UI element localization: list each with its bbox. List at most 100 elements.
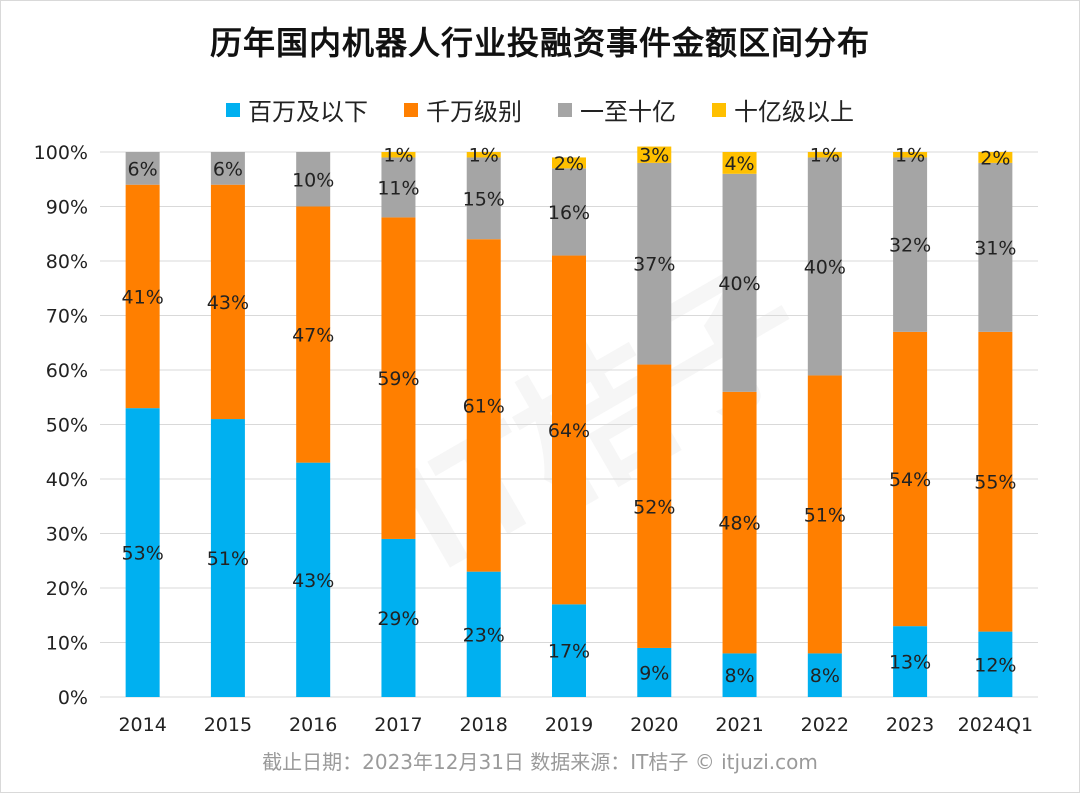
data-label: 47% xyxy=(292,325,334,347)
x-tick-label: 2023 xyxy=(886,714,934,736)
bar-segment xyxy=(978,631,1013,697)
bar-segment xyxy=(552,168,586,256)
bar-segment xyxy=(381,217,416,539)
x-tick-label: 2015 xyxy=(204,714,252,736)
y-tick-label: 70% xyxy=(46,306,88,328)
data-label: 10% xyxy=(292,169,334,191)
bar-segment xyxy=(125,152,160,185)
legend-swatch-1 xyxy=(226,102,240,117)
bar-segment xyxy=(125,184,160,409)
y-tick-label: 60% xyxy=(46,360,88,382)
data-label: 48% xyxy=(718,513,760,535)
bar-segment xyxy=(552,157,586,169)
x-tick-label: 2021 xyxy=(715,714,763,736)
bar-segment xyxy=(552,255,586,605)
data-label: 15% xyxy=(463,188,505,210)
legend-label-1: 百万及以下 xyxy=(248,98,368,126)
bar-segment xyxy=(722,173,757,392)
data-label: 9% xyxy=(639,662,669,684)
data-label: 59% xyxy=(377,368,419,390)
bar-segment xyxy=(978,331,1013,632)
data-label: 55% xyxy=(974,472,1016,494)
x-tick-label: 2016 xyxy=(289,714,337,736)
bar-segment xyxy=(637,647,672,697)
data-label: 2% xyxy=(554,153,584,175)
legend-swatch-2 xyxy=(404,102,418,117)
data-label: 13% xyxy=(889,652,931,674)
data-label: 31% xyxy=(974,237,1016,259)
legend-item-3: 一至十亿 xyxy=(558,92,676,127)
bar-segment xyxy=(466,571,501,697)
data-label: 4% xyxy=(724,153,754,175)
legend-item-2: 千万级别 xyxy=(404,92,522,127)
data-label: 23% xyxy=(463,624,505,646)
data-label: 32% xyxy=(889,235,931,257)
data-label: 6% xyxy=(213,158,243,180)
bar-segment xyxy=(807,152,842,158)
bar-segment xyxy=(381,157,416,218)
data-label: 53% xyxy=(122,543,164,565)
y-tick-label: 80% xyxy=(46,251,88,273)
bar-segment xyxy=(807,375,842,654)
legend-label-4: 十亿级以上 xyxy=(734,98,854,126)
y-tick-label: 40% xyxy=(46,469,88,491)
bar-segment xyxy=(637,364,672,648)
data-label: 8% xyxy=(810,665,840,687)
bar-segment xyxy=(978,152,1013,163)
bar-segment xyxy=(296,462,331,697)
y-tick-label: 30% xyxy=(46,524,88,546)
legend-item-1: 百万及以下 xyxy=(226,92,368,127)
data-label: 43% xyxy=(292,570,334,592)
x-tick-label: 2022 xyxy=(801,714,849,736)
bar-segment xyxy=(722,152,757,174)
bar-segment xyxy=(893,152,928,158)
y-tick-label: 90% xyxy=(46,197,88,219)
bar-segment xyxy=(807,653,842,697)
data-label: 1% xyxy=(469,145,499,167)
bar-segment xyxy=(210,184,245,420)
data-label: 16% xyxy=(548,202,590,224)
y-tick-label: 50% xyxy=(46,415,88,437)
data-label: 29% xyxy=(377,608,419,630)
y-tick-label: 20% xyxy=(46,578,88,600)
x-tick-label: 2014 xyxy=(118,714,166,736)
data-label: 1% xyxy=(810,145,840,167)
data-label: 37% xyxy=(633,254,675,276)
bar-segment xyxy=(637,146,672,163)
bar-segment xyxy=(978,162,1013,332)
x-tick-label: 2020 xyxy=(630,714,678,736)
footnote: 截止日期：2023年12月31日 数据来源：IT桔子 © itjuzi.com xyxy=(262,750,818,774)
data-label: 12% xyxy=(974,654,1016,676)
chart-title: 历年国内机器人行业投融资事件金额区间分布 xyxy=(209,24,870,62)
data-label: 43% xyxy=(207,292,249,314)
legend-item-4: 十亿级以上 xyxy=(712,92,854,127)
data-label: 1% xyxy=(383,145,413,167)
data-label: 17% xyxy=(548,641,590,663)
data-label: 41% xyxy=(122,286,164,308)
data-label: 52% xyxy=(633,496,675,518)
x-tick-label: 2024Q1 xyxy=(958,714,1033,736)
chart-legend: 百万及以下 千万级别 一至十亿 十亿级以上 xyxy=(0,92,1080,127)
bar-segment xyxy=(466,239,501,572)
bar-segment xyxy=(381,538,416,697)
data-label: 51% xyxy=(207,548,249,570)
legend-swatch-3 xyxy=(558,102,572,117)
bar-segment xyxy=(893,157,928,332)
data-label: 8% xyxy=(724,665,754,687)
y-tick-label: 10% xyxy=(46,633,88,655)
data-label: 11% xyxy=(377,177,419,199)
x-tick-label: 2019 xyxy=(545,714,593,736)
data-label: 3% xyxy=(639,145,669,167)
x-tick-label: 2017 xyxy=(374,714,422,736)
bar-segment xyxy=(552,604,586,697)
bar-segment xyxy=(296,206,331,463)
bar-segment xyxy=(722,391,757,654)
bar-segment xyxy=(125,408,160,697)
bar-segment xyxy=(296,152,331,207)
bar-segment xyxy=(381,152,416,158)
data-label: 1% xyxy=(895,145,925,167)
bar-segment xyxy=(893,331,928,627)
data-label: 51% xyxy=(804,504,846,526)
data-label: 6% xyxy=(128,158,158,180)
